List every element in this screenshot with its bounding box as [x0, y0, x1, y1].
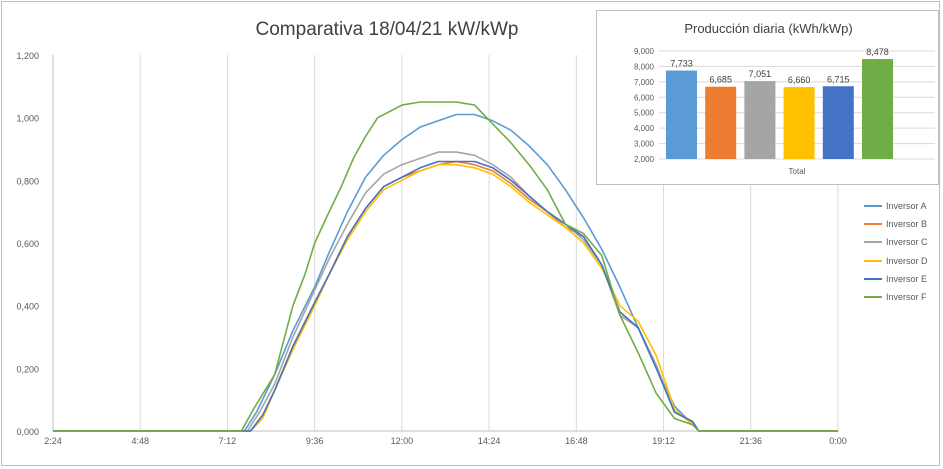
legend-swatch: [864, 205, 882, 208]
series-line-inversor-c: [53, 151, 838, 432]
x-tick-label: 9:36: [306, 436, 324, 446]
legend: Inversor A Inversor B Inversor C Inversor D…: [864, 197, 943, 306]
x-tick-label: 14:24: [478, 436, 501, 446]
main-chart-title: Comparativa 18/04/21 kW/kWp: [255, 19, 519, 40]
bar-inversor-f: [862, 59, 893, 160]
legend-item: Inversor F: [864, 288, 943, 306]
bar-data-label: 6,660: [788, 75, 811, 85]
legend-swatch: [864, 277, 882, 280]
legend-item: Inversor E: [864, 270, 943, 288]
x-tick-label: 0:00: [829, 436, 847, 446]
legend-swatch: [864, 223, 882, 226]
bar-inversor-a: [666, 70, 697, 159]
inset-category-label: Total: [789, 167, 806, 176]
bar-inversor-d: [783, 87, 815, 159]
legend-label: Inversor A: [886, 201, 927, 212]
legend-label: Inversor E: [886, 273, 928, 284]
inset-bar-chart: 2,000 3,000 4,000 5,000 6,000 7,000 8,000 9,000…: [634, 47, 935, 176]
y-tick-label: 1,200: [16, 51, 39, 61]
legend-item: Inversor A: [864, 197, 943, 215]
x-tick-label: 2:24: [44, 436, 62, 446]
bar-data-label: 6,685: [709, 75, 732, 85]
series-line-inversor-d: [53, 163, 838, 432]
inset-y-tick-label: 4,000: [634, 124, 655, 133]
bar-data-label: 8,478: [866, 47, 889, 57]
legend-label: Inversor F: [886, 292, 927, 303]
x-tick-label: 21:36: [740, 436, 763, 446]
legend-swatch: [864, 241, 882, 244]
inset-y-tick-label: 5,000: [634, 109, 655, 118]
y-tick-label: 0,000: [16, 427, 39, 437]
inset-y-tick-label: 8,000: [634, 62, 655, 71]
inset-y-tick-label: 7,000: [634, 78, 655, 87]
x-tick-label: 4:48: [131, 436, 149, 446]
inset-chart-title: Producción diaria (kWh/kWp): [684, 21, 853, 36]
y-tick-label: 0,400: [16, 302, 39, 312]
series-line-inversor-b: [53, 160, 838, 432]
x-tick-label: 19:12: [652, 436, 675, 446]
daily-production-inset: Producción diaria (kWh/kWp) 2,000 3,000 4,…: [596, 10, 939, 185]
series-line-inversor-e: [53, 160, 838, 432]
inset-y-tick-label: 9,000: [634, 47, 655, 56]
legend-swatch: [864, 259, 882, 262]
legend-label: Inversor B: [886, 219, 928, 230]
inset-y-tick-label: 6,000: [634, 93, 655, 102]
x-tick-label: 12:00: [391, 436, 414, 446]
legend-label: Inversor C: [886, 237, 928, 248]
bar-inversor-c: [744, 81, 776, 159]
y-tick-label: 1,000: [16, 114, 39, 124]
bar-inversor-e: [822, 86, 854, 159]
series-line-inversor-f: [53, 101, 838, 432]
y-tick-label: 0,800: [16, 176, 39, 186]
inset-y-tick-label: 2,000: [634, 155, 655, 164]
bar-data-label: 7,733: [670, 59, 693, 69]
bar-data-label: 7,051: [749, 69, 772, 79]
legend-label: Inversor D: [886, 255, 928, 266]
y-tick-label: 0,200: [16, 364, 39, 374]
legend-item: Inversor B: [864, 215, 943, 233]
legend-item: Inversor C: [864, 233, 943, 251]
y-tick-label: 0,600: [16, 239, 39, 249]
legend-item: Inversor D: [864, 252, 943, 270]
x-tick-label: 7:12: [219, 436, 237, 446]
x-tick-label: 16:48: [565, 436, 588, 446]
bar-inversor-b: [705, 86, 737, 159]
bar-data-label: 6,715: [827, 74, 850, 84]
legend-swatch: [864, 296, 882, 299]
inset-y-tick-label: 3,000: [634, 140, 655, 149]
